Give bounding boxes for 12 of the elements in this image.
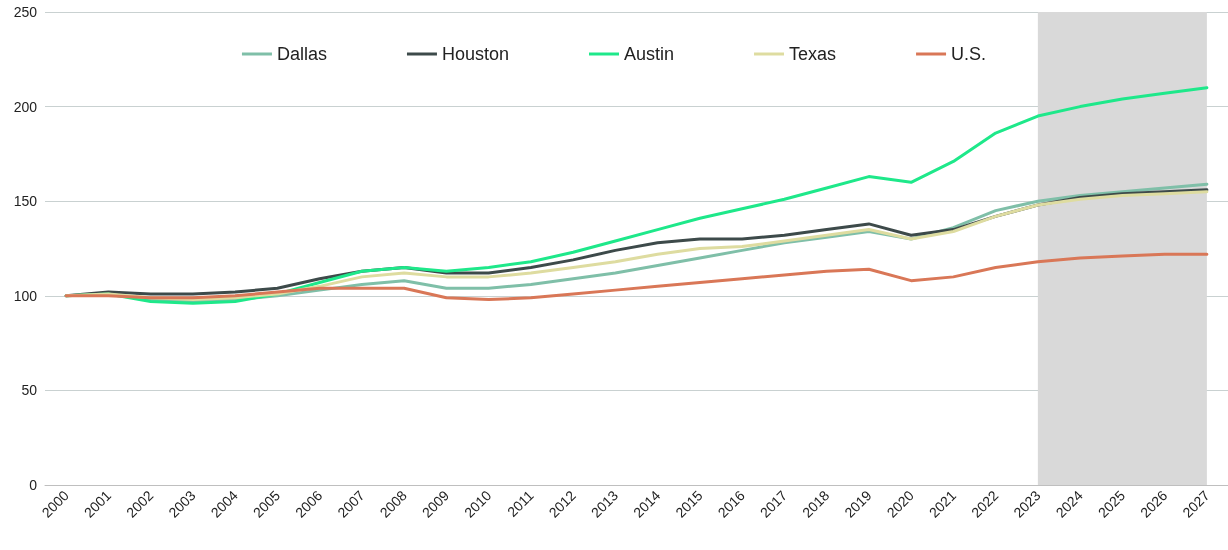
y-tick-label: 200 [13,98,38,115]
y-tick-label: 250 [13,4,38,20]
line-series [64,252,1209,302]
legend-label: Houston [441,44,510,64]
y-tick-label: 150 [13,193,38,210]
legend-label: Texas [789,44,837,64]
y-tick-label: 50 [21,382,38,399]
legend-label: U.S. [951,44,987,64]
y-tick-label: 100 [13,287,38,304]
legend-label: Dallas [276,44,327,64]
legend-label: Austin [624,44,675,64]
y-tick-label: 0 [29,477,38,493]
